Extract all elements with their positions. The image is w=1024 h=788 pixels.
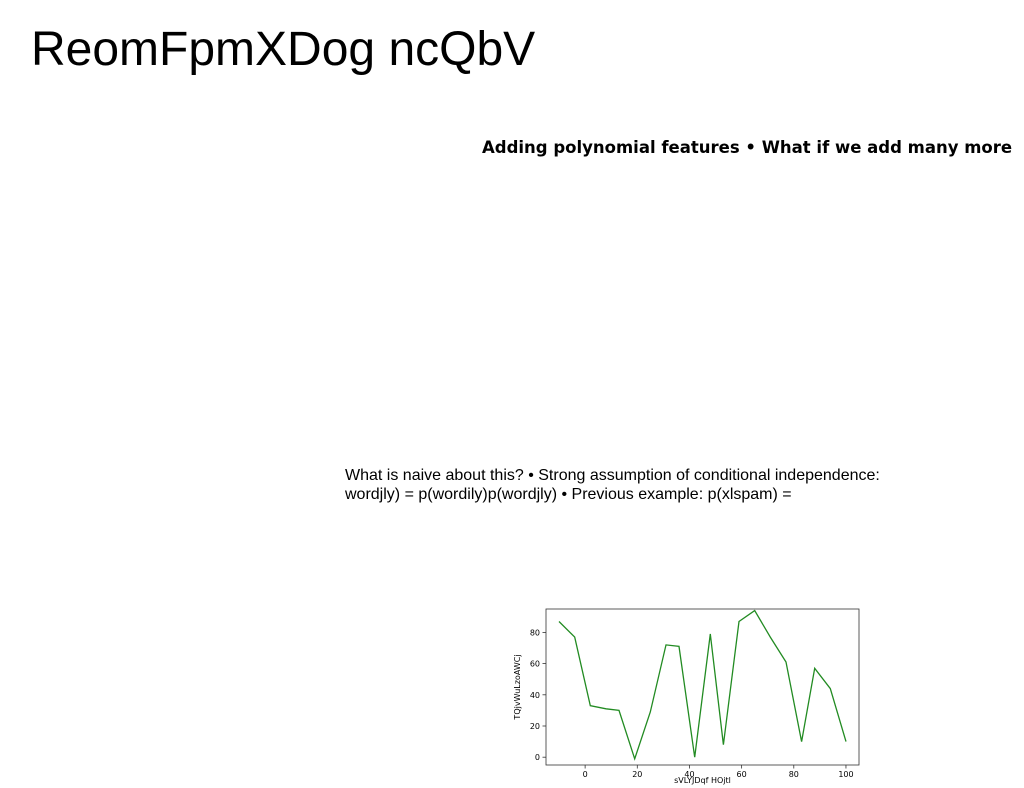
x-tick-label: 60 <box>737 770 747 779</box>
x-tick-label: 0 <box>583 770 588 779</box>
body-text: What is naive about this? • Strong assum… <box>345 467 905 504</box>
page-title: ReomFpmXDog ncQbV <box>31 23 536 76</box>
x-axis-label: sVLYJDqf HOjtl <box>674 776 731 785</box>
line-chart-svg: 0 20 40 60 80 100 0 20 40 60 80 sVLYJDqf HOjtl TQjvW… <box>513 608 860 785</box>
y-axis-label: TQjvWuLzoAWCj <box>513 654 522 720</box>
body-line: What is naive about this? • Strong assum… <box>345 467 880 484</box>
slide-subtitle: Adding polynomial features • What if we … <box>482 138 1013 157</box>
y-tick-label: 0 <box>535 753 540 762</box>
x-tick-label: 100 <box>838 770 853 779</box>
x-tick-label: 20 <box>632 770 642 779</box>
x-tick-label: 40 <box>684 770 694 779</box>
plot-frame <box>545 608 860 766</box>
series-line <box>558 609 847 761</box>
y-tick-label: 40 <box>530 691 540 700</box>
x-tick-label: 80 <box>789 770 799 779</box>
y-tick-label: 80 <box>530 628 540 637</box>
y-tick-label: 60 <box>530 660 540 669</box>
body-line: wordjly) = p(wordily)p(wordjly) • Previo… <box>345 485 792 503</box>
y-tick-label: 20 <box>530 722 540 731</box>
line-chart: 0 20 40 60 80 100 0 20 40 60 80 sVLYJDqf HOjtl TQjvW… <box>510 602 870 788</box>
